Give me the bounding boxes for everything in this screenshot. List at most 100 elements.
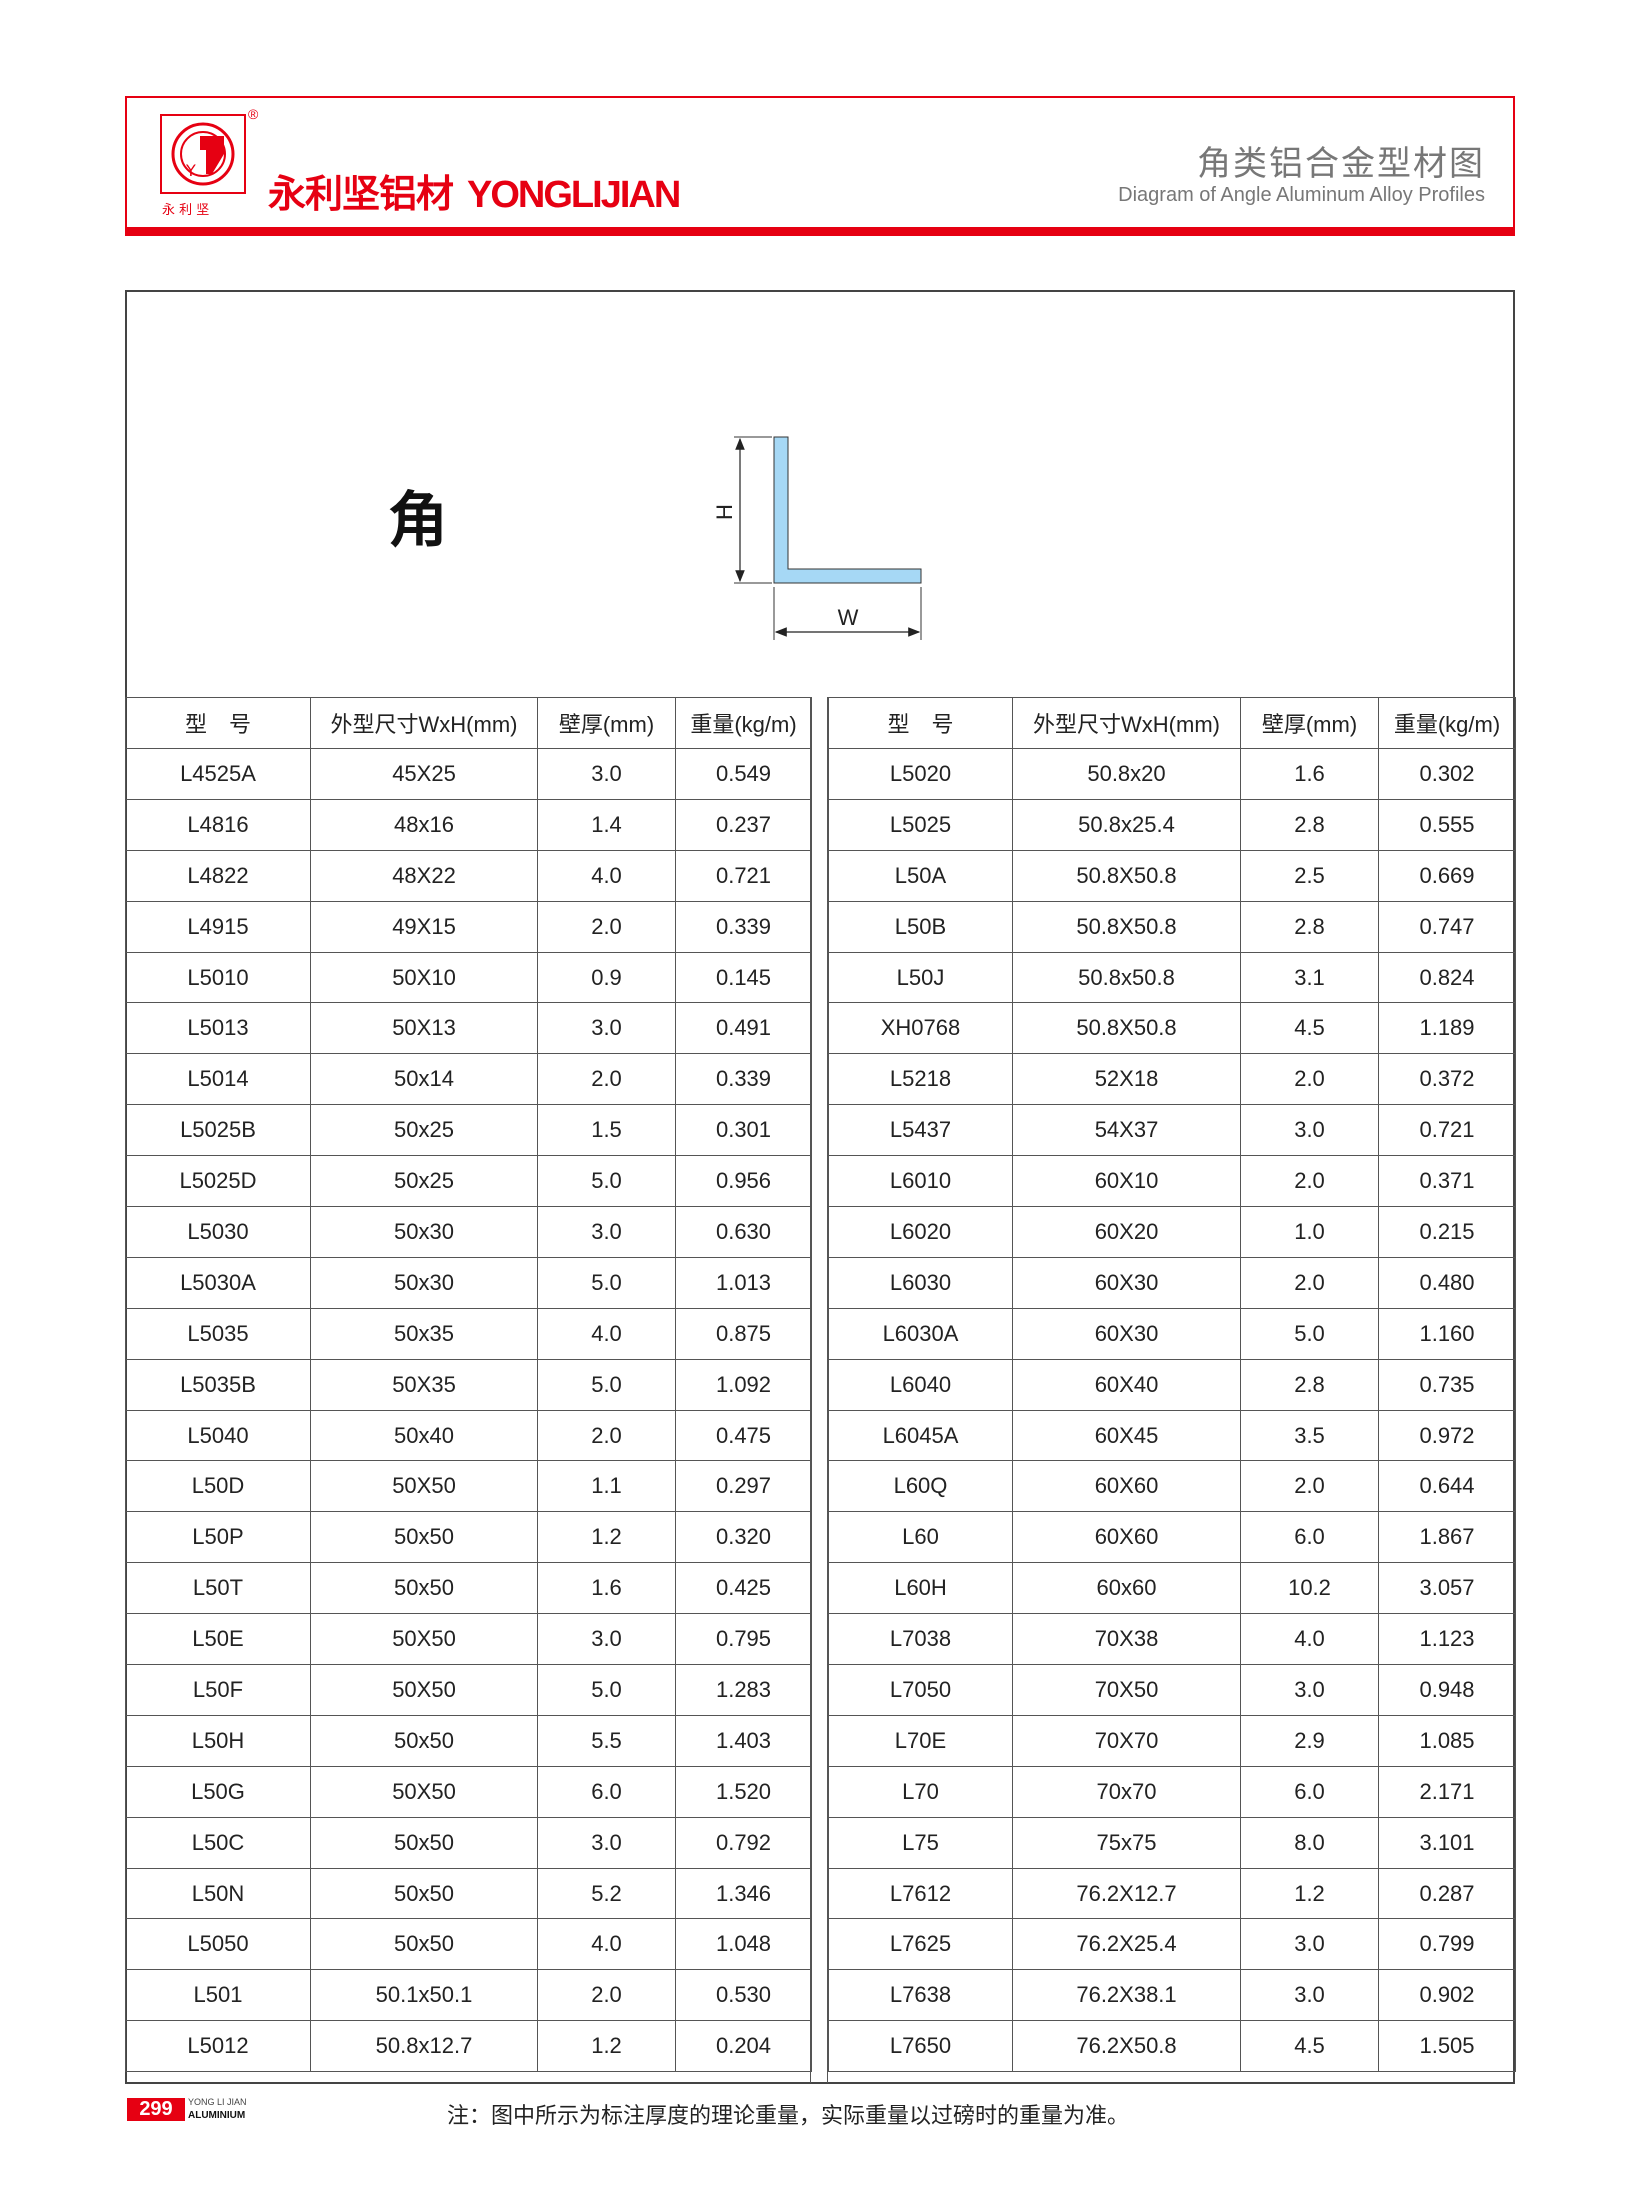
cell-model: L70 — [828, 1765, 1013, 1818]
cell-model: L50G — [125, 1765, 311, 1818]
cell-dimensions: 60X20 — [1012, 1206, 1241, 1258]
cell-weight: 0.530 — [675, 1969, 812, 2022]
cell-model: L5025 — [828, 798, 1013, 851]
cell-model: L5035 — [125, 1307, 311, 1360]
cell-thickness: 1.2 — [537, 2020, 676, 2073]
column-header-model: 型 号 — [828, 697, 1013, 749]
cell-dimensions: 60X30 — [1012, 1307, 1241, 1360]
cell-model: L4816 — [125, 798, 311, 851]
cell-thickness: 4.0 — [537, 1918, 676, 1971]
table-row: L50N 50x50 5.2 1.346 — [125, 1867, 812, 1920]
cell-dimensions: 50.8x12.7 — [310, 2020, 538, 2073]
cell-thickness: 1.6 — [537, 1562, 676, 1615]
cell-dimensions: 50.8x50.8 — [1012, 951, 1241, 1004]
cell-dimensions: 60x60 — [1012, 1562, 1241, 1615]
cell-thickness: 3.1 — [1240, 951, 1379, 1004]
cell-dimensions: 50x14 — [310, 1053, 538, 1106]
cell-thickness: 3.5 — [1240, 1409, 1379, 1462]
cell-weight: 0.145 — [675, 951, 812, 1004]
footer-brand-line2: ALUMINIUM — [188, 2110, 246, 2121]
angle-profile-diagram: H W — [712, 436, 922, 640]
cell-dimensions: 50.8x25.4 — [1012, 798, 1241, 851]
cell-dimensions: 60X60 — [1012, 1511, 1241, 1564]
svg-text:永 利 坚: 永 利 坚 — [162, 203, 209, 218]
cell-model: L5218 — [828, 1053, 1013, 1106]
table-row: L4915 49X15 2.0 0.339 — [125, 900, 812, 953]
cell-dimensions: 70X70 — [1012, 1714, 1241, 1767]
cell-model: L75 — [828, 1816, 1013, 1869]
cell-thickness: 3.0 — [1240, 1664, 1379, 1716]
table-row: L50J 50.8x50.8 3.1 0.824 — [828, 951, 1516, 1004]
cell-model: L5013 — [125, 1002, 311, 1055]
cell-weight: 0.339 — [675, 900, 812, 953]
cell-dimensions: 50x50 — [310, 1816, 538, 1869]
cell-dimensions: 50x50 — [310, 1511, 538, 1564]
cell-dimensions: 70X38 — [1012, 1613, 1241, 1666]
cell-dimensions: 50x30 — [310, 1256, 538, 1309]
cell-dimensions: 76.2X38.1 — [1012, 1969, 1241, 2022]
brand-logo: Y 永 利 坚 — [160, 114, 246, 218]
cell-model: L50N — [125, 1867, 311, 1920]
cell-model: L5040 — [125, 1409, 311, 1462]
cell-thickness: 3.0 — [1240, 1104, 1379, 1157]
table-header-row: 型 号 外型尺寸WxH(mm) 壁厚(mm) 重量(kg/m) — [828, 697, 1516, 749]
cell-dimensions: 76.2X25.4 — [1012, 1918, 1241, 1971]
cell-model: L7638 — [828, 1969, 1013, 2022]
cell-model: L50E — [125, 1613, 311, 1666]
cell-thickness: 1.6 — [1240, 748, 1379, 800]
cell-model: L5014 — [125, 1053, 311, 1106]
table-row: L50H 50x50 5.5 1.403 — [125, 1714, 812, 1767]
table-row: L6020 60X20 1.0 0.215 — [828, 1206, 1516, 1258]
cell-weight: 1.283 — [675, 1664, 812, 1716]
cell-model: L6040 — [828, 1358, 1013, 1411]
cell-model: L5012 — [125, 2020, 311, 2073]
table-row: L60 60X60 6.0 1.867 — [828, 1511, 1516, 1564]
cell-thickness: 1.5 — [537, 1104, 676, 1157]
cell-weight: 0.721 — [1378, 1104, 1516, 1157]
table-row: L50G 50X50 6.0 1.520 — [125, 1765, 812, 1818]
column-header-weight: 重量(kg/m) — [675, 697, 812, 749]
cell-thickness: 2.0 — [1240, 1053, 1379, 1106]
width-label: W — [838, 605, 859, 630]
cell-weight: 1.346 — [675, 1867, 812, 1920]
cell-model: L6010 — [828, 1155, 1013, 1208]
cell-model: L5030A — [125, 1256, 311, 1309]
table-row: L70E 70X70 2.9 1.085 — [828, 1714, 1516, 1767]
cell-model: L7050 — [828, 1664, 1013, 1716]
cell-model: L50P — [125, 1511, 311, 1564]
cell-dimensions: 50X10 — [310, 951, 538, 1004]
cell-dimensions: 76.2X12.7 — [1012, 1867, 1241, 1920]
cell-dimensions: 54X37 — [1012, 1104, 1241, 1157]
cell-weight: 0.237 — [675, 798, 812, 851]
cell-thickness: 2.9 — [1240, 1714, 1379, 1767]
cell-weight: 1.867 — [1378, 1511, 1516, 1564]
table-row: L5014 50x14 2.0 0.339 — [125, 1053, 812, 1106]
cell-dimensions: 60X40 — [1012, 1358, 1241, 1411]
column-header-thickness: 壁厚(mm) — [1240, 697, 1379, 749]
cell-dimensions: 50X50 — [310, 1664, 538, 1716]
cell-thickness: 4.0 — [537, 1307, 676, 1360]
table-row: L4525A 45X25 3.0 0.549 — [125, 748, 812, 800]
cell-weight: 0.555 — [1378, 798, 1516, 851]
cell-thickness: 5.5 — [537, 1714, 676, 1767]
table-row: XH0768 50.8X50.8 4.5 1.189 — [828, 1002, 1516, 1055]
table-row: L50B 50.8X50.8 2.8 0.747 — [828, 900, 1516, 953]
table-row: L6030 60X30 2.0 0.480 — [828, 1256, 1516, 1309]
column-header-dimensions: 外型尺寸WxH(mm) — [310, 697, 538, 749]
cell-thickness: 3.0 — [1240, 1918, 1379, 1971]
cell-dimensions: 50X13 — [310, 1002, 538, 1055]
table-row: L75 75x75 8.0 3.101 — [828, 1816, 1516, 1869]
cell-weight: 0.735 — [1378, 1358, 1516, 1411]
header-frame — [125, 96, 1515, 235]
table-row: L4816 48x16 1.4 0.237 — [125, 798, 812, 851]
cell-thickness: 4.0 — [537, 849, 676, 902]
cell-thickness: 2.0 — [1240, 1155, 1379, 1208]
cell-thickness: 4.0 — [1240, 1613, 1379, 1666]
cell-weight: 0.669 — [1378, 849, 1516, 902]
category-label: 角 — [388, 487, 448, 554]
cell-model: L50B — [828, 900, 1013, 953]
cell-dimensions: 50X50 — [310, 1460, 538, 1513]
table-row: L7038 70X38 4.0 1.123 — [828, 1613, 1516, 1666]
table-row: L7625 76.2X25.4 3.0 0.799 — [828, 1918, 1516, 1971]
cell-model: L5025B — [125, 1104, 311, 1157]
